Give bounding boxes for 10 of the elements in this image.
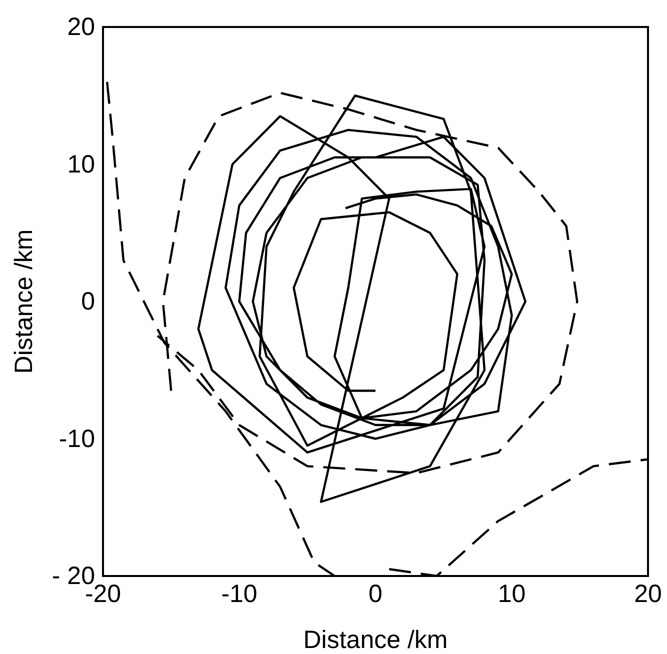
y-tick-label: 20 bbox=[67, 13, 95, 41]
x-tick-label: 0 bbox=[368, 580, 382, 608]
y-tick-label: 0 bbox=[81, 288, 95, 316]
x-tick-label: 10 bbox=[498, 580, 526, 608]
x-tick-label: -10 bbox=[221, 580, 258, 608]
x-tick-label: 20 bbox=[634, 580, 662, 608]
y-axis-title: Distance /km bbox=[10, 229, 38, 374]
y-tick-label: -10 bbox=[58, 424, 95, 453]
y-tick-label: 10 bbox=[67, 150, 95, 178]
x-axis-title: Distance /km bbox=[303, 626, 448, 654]
